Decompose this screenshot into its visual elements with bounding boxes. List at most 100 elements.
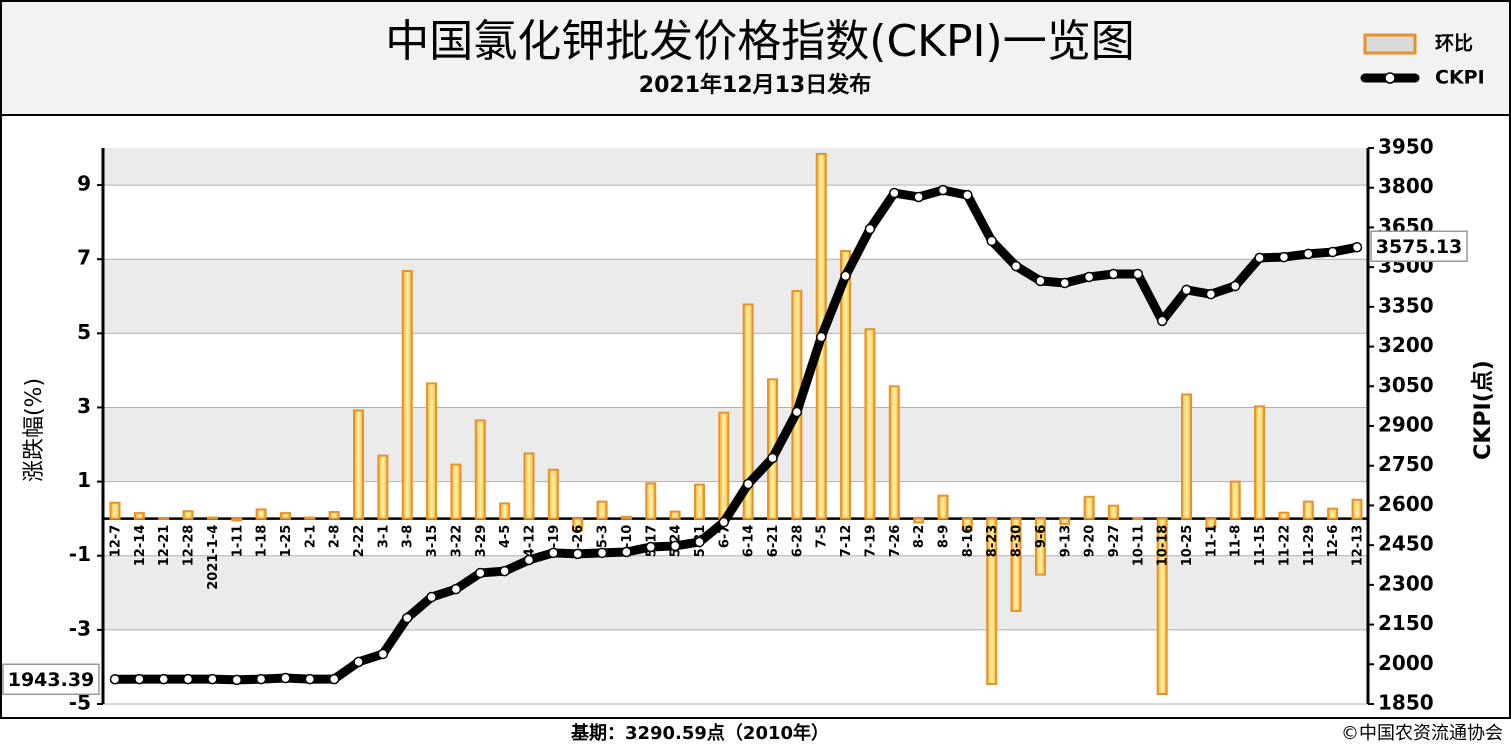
x-tick-label: 1-11 — [230, 525, 245, 558]
x-tick-label: 9-13 — [1058, 525, 1073, 558]
bar — [182, 510, 194, 520]
bar — [1205, 517, 1217, 529]
x-tick-label: 10-11 — [1131, 525, 1146, 567]
x-tick-label: 8-23 — [985, 525, 1000, 558]
bar — [1034, 517, 1046, 576]
y-tick-label: 7 — [77, 246, 91, 270]
bar — [1302, 500, 1314, 520]
bar — [961, 517, 973, 531]
bar — [986, 517, 998, 685]
ckpi-point — [1010, 260, 1022, 272]
bar — [450, 463, 462, 520]
bar — [109, 501, 121, 520]
ckpi-point — [134, 673, 145, 685]
ckpi-point — [1083, 271, 1095, 283]
x-tick-label: 6-7 — [717, 525, 732, 549]
bar — [864, 328, 876, 520]
legend-swatch — [1363, 33, 1417, 55]
ckpi-point — [548, 547, 559, 559]
x-tick-label: 11-8 — [1229, 525, 1244, 558]
ckpi-point — [304, 673, 316, 685]
x-tick-label: 12-14 — [133, 525, 148, 567]
bar — [645, 482, 657, 520]
bar — [596, 500, 608, 520]
x-tick-label: 9-20 — [1083, 525, 1098, 558]
x-tick-label: 3-8 — [401, 525, 416, 549]
ckpi-point — [499, 565, 510, 577]
bar — [255, 508, 267, 520]
x-tick-label: 3-1 — [376, 525, 391, 549]
ckpi-point — [889, 187, 900, 199]
ckpi-point — [1229, 280, 1241, 292]
x-tick-label: 8-9 — [937, 525, 952, 549]
ckpi-line — [114, 185, 1358, 685]
ckpi-point — [718, 516, 730, 528]
bar — [547, 468, 559, 520]
x-tick-label: 12-7 — [109, 525, 124, 558]
bar — [1254, 405, 1266, 520]
x-tick-label: 12-13 — [1351, 525, 1366, 567]
x-tick-label: 8-30 — [1010, 525, 1025, 558]
y-tick-label: -3 — [69, 616, 91, 640]
x-tick-label: 11-15 — [1253, 525, 1268, 567]
bar — [937, 494, 949, 520]
y-tick-label: -5 — [69, 691, 91, 715]
x-tick-label: 2021-1-4 — [206, 525, 221, 590]
y2-tick-label: 1850 — [1378, 691, 1434, 715]
legend-label: 环比 — [1435, 33, 1473, 55]
bar — [1181, 393, 1193, 520]
y2-tick-label: 2600 — [1378, 492, 1434, 516]
ckpi-point — [1278, 251, 1290, 263]
x-tick-label: 9-6 — [1034, 525, 1049, 549]
bar — [279, 512, 291, 520]
bar — [1010, 517, 1022, 612]
x-tick-label: 8-16 — [961, 525, 976, 558]
y2-tick-label: 2150 — [1378, 611, 1434, 635]
bar — [1107, 504, 1119, 520]
ckpi-point — [986, 235, 997, 247]
bar — [1351, 498, 1363, 520]
x-tick-label: 12-28 — [182, 525, 197, 567]
ckpi-point — [815, 331, 827, 343]
ckpi-point — [280, 672, 291, 684]
ckpi-point — [231, 674, 243, 686]
x-tick-label: 5-3 — [596, 525, 611, 549]
x-tick-label: 4-5 — [498, 525, 513, 549]
ckpi-point — [182, 673, 194, 685]
ckpi-point — [645, 541, 657, 553]
bar — [499, 502, 511, 520]
x-tick-label: 11-29 — [1302, 525, 1317, 567]
bar — [1156, 517, 1168, 695]
x-tick-label: 6-28 — [790, 525, 805, 558]
ckpi-point — [1156, 315, 1168, 327]
y-tick-label: 5 — [77, 320, 91, 344]
y2-tick-label: 2750 — [1378, 452, 1434, 476]
x-tick-label: 11-1 — [1204, 525, 1219, 558]
chart-subtitle: 2021年12月13日发布 — [639, 72, 871, 98]
bar — [401, 270, 413, 520]
value-label-box — [2, 663, 100, 696]
bar — [158, 516, 170, 520]
bar — [572, 517, 584, 532]
x-tick-label: 10-18 — [1156, 525, 1171, 567]
ckpi-point — [913, 191, 924, 203]
ckpi-point — [1108, 268, 1119, 280]
ckpi-point — [621, 546, 632, 558]
x-tick-label: 12-21 — [157, 525, 172, 567]
grid-band — [103, 407, 1368, 482]
ckpi-point — [669, 540, 681, 552]
ckpi-point — [1303, 248, 1314, 260]
y2-tick-label: 3050 — [1378, 373, 1434, 397]
footer-note: 基期：3290.59点（2010年） — [570, 722, 829, 744]
y2-axis-label: CKPI(点) — [1470, 360, 1496, 460]
ckpi-point — [937, 184, 949, 196]
bar — [742, 303, 754, 520]
x-tick-label: 3-15 — [425, 525, 440, 558]
x-tick-label: 7-19 — [863, 525, 878, 558]
value-label-box — [1370, 230, 1468, 263]
bar — [426, 382, 438, 520]
ckpi-point — [426, 591, 437, 603]
x-tick-label: 6-14 — [742, 525, 757, 558]
ckpi-point — [475, 567, 486, 579]
